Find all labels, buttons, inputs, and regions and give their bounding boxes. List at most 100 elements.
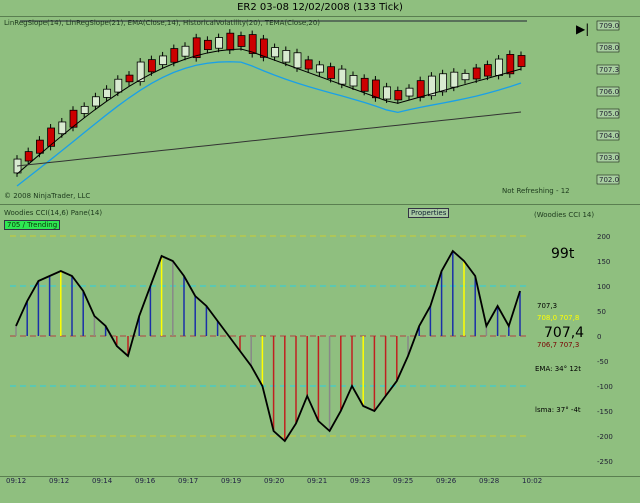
price-label-box bbox=[596, 152, 620, 163]
down-candle bbox=[483, 64, 492, 77]
up-candle bbox=[427, 75, 436, 97]
time-tick: 10:02 bbox=[522, 477, 543, 485]
cci-scale-label: -250 bbox=[597, 458, 613, 466]
down-candle bbox=[327, 66, 336, 79]
up-candle bbox=[215, 37, 224, 49]
down-candle bbox=[69, 109, 78, 128]
up-candle bbox=[58, 121, 67, 135]
up-candle bbox=[136, 61, 145, 83]
price-label: 708.0 bbox=[599, 44, 619, 52]
up-candle bbox=[159, 55, 168, 65]
price-indicator-label: LinRegSlope(14), LinRegSlope(21), EMA(Cl… bbox=[4, 19, 321, 27]
window-title: ER2 03-08 12/02/2008 (133 Tick) bbox=[0, 0, 640, 16]
up-candle bbox=[349, 75, 358, 87]
time-tick: 09:12 bbox=[49, 477, 70, 485]
price-label: 705.0 bbox=[599, 110, 619, 118]
down-candle bbox=[203, 39, 212, 50]
price-line-1: 707,3 bbox=[537, 302, 558, 310]
cci-indicator-label: Woodies CCI(14,6) Pane(14) bbox=[4, 209, 103, 217]
down-candle bbox=[170, 48, 179, 63]
price-label-box bbox=[596, 174, 620, 185]
down-candle bbox=[506, 54, 515, 75]
trend-badge: 705 / Trending bbox=[4, 220, 61, 230]
up-candle bbox=[103, 88, 111, 98]
down-candle bbox=[517, 55, 526, 67]
up-candle bbox=[450, 71, 459, 88]
time-tick: 09:17 bbox=[178, 477, 199, 485]
up-candle bbox=[315, 64, 324, 73]
cci-scale-label: -100 bbox=[597, 383, 613, 391]
up-candle bbox=[461, 72, 470, 81]
up-candle bbox=[271, 47, 280, 58]
lsma-angle: lsma: 37° -4t bbox=[535, 406, 581, 414]
cci-scale-label: -150 bbox=[597, 408, 613, 416]
ema-line bbox=[16, 61, 522, 187]
cci-right-label: (Woodies CCI 14) bbox=[534, 211, 595, 219]
lsma-price-line bbox=[16, 48, 522, 175]
up-candle bbox=[383, 86, 392, 100]
up-candle bbox=[114, 78, 123, 93]
price-label: 709.0 bbox=[599, 22, 619, 30]
cci-scale-label: 150 bbox=[597, 258, 610, 266]
up-candle bbox=[495, 58, 504, 76]
time-tick: 09:16 bbox=[135, 477, 156, 485]
down-candle bbox=[304, 59, 313, 70]
up-candle bbox=[439, 73, 448, 93]
price-label: 707.3 bbox=[599, 66, 619, 74]
cci-scale-label: 0 bbox=[597, 333, 601, 341]
down-candle bbox=[360, 77, 369, 92]
down-candle bbox=[47, 127, 55, 147]
price-line-2: 708,0 707,8 bbox=[537, 314, 580, 322]
down-candle bbox=[259, 38, 268, 58]
down-candle bbox=[125, 74, 134, 83]
price-line-3: 706,7 707,3 bbox=[537, 341, 580, 349]
up-candle bbox=[293, 52, 302, 69]
cci-chart: 200 150 100 50 0 -50 -100 -150 -200 -250 bbox=[10, 233, 613, 466]
up-candle bbox=[338, 68, 347, 85]
price-pane[interactable]: LinRegSlope(14), LinRegSlope(21), EMA(Cl… bbox=[0, 16, 640, 203]
down-candle bbox=[36, 139, 44, 154]
down-candle bbox=[226, 32, 235, 51]
down-candle bbox=[147, 59, 156, 73]
price-label-box bbox=[596, 20, 620, 31]
down-candle bbox=[237, 35, 246, 47]
up-candle bbox=[181, 45, 190, 57]
time-tick: 09:21 bbox=[307, 477, 328, 485]
price-label-box bbox=[596, 86, 620, 97]
copyright-label: © 2008 NinjaTrader, LLC bbox=[4, 192, 91, 200]
price-label: 702.0 bbox=[599, 176, 619, 184]
refresh-status: Not Refreshing - 12 bbox=[502, 187, 570, 195]
price-main: 707,4 bbox=[544, 325, 585, 341]
up-candle bbox=[282, 50, 291, 63]
up-candle bbox=[405, 87, 414, 97]
time-tick: 09:14 bbox=[92, 477, 113, 485]
up-candle bbox=[80, 105, 89, 114]
cci-scale-label: 100 bbox=[597, 283, 610, 291]
time-tick: 09:28 bbox=[479, 477, 500, 485]
down-candle bbox=[248, 34, 257, 54]
time-tick: 09:26 bbox=[436, 477, 457, 485]
price-label: 706.0 bbox=[599, 88, 619, 96]
down-candle bbox=[24, 151, 33, 162]
time-tick: 09:23 bbox=[350, 477, 371, 485]
long-ema-line bbox=[16, 111, 522, 167]
properties-button[interactable]: Properties bbox=[408, 208, 450, 218]
time-axis: 09:12 09:12 09:14 09:16 09:17 09:19 09:20 09:21… bbox=[0, 476, 640, 503]
cci-pane[interactable]: Woodies CCI(14,6) Pane(14) 705 / Trendin… bbox=[0, 204, 640, 477]
price-label: 703.0 bbox=[599, 154, 619, 162]
price-label-box bbox=[596, 42, 620, 53]
bars-count: 99t bbox=[551, 246, 575, 262]
cci-line bbox=[15, 249, 521, 443]
time-tick: 09:25 bbox=[393, 477, 414, 485]
down-candle bbox=[394, 90, 403, 101]
down-candle bbox=[472, 67, 481, 80]
cci-scale-label: 50 bbox=[597, 308, 606, 316]
time-tick: 09:19 bbox=[221, 477, 242, 485]
cci-scale-label: -50 bbox=[597, 358, 608, 366]
down-candle bbox=[371, 79, 380, 99]
down-candle bbox=[416, 80, 425, 98]
cci-scale-label: -200 bbox=[597, 433, 613, 441]
price-label: 704.0 bbox=[599, 132, 619, 140]
down-candle bbox=[192, 37, 201, 59]
toolbar-toggle-icon[interactable]: ▶| bbox=[576, 22, 590, 36]
